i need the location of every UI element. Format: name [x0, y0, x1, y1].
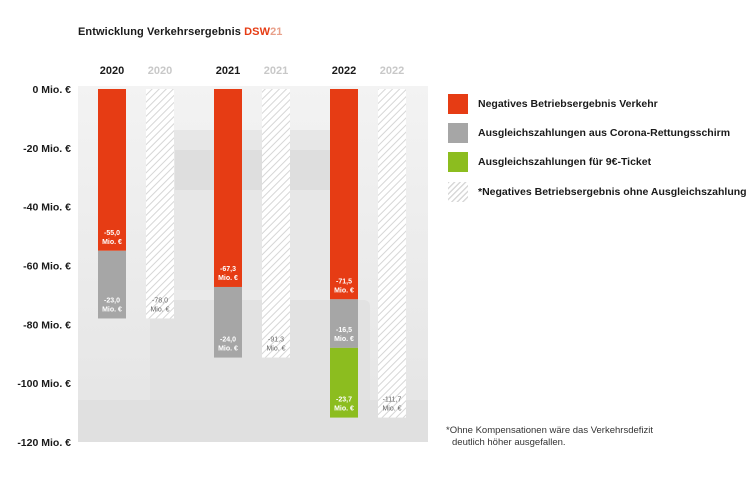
- legend-label-red: Negatives Betriebsergebnis Verkehr: [478, 98, 658, 110]
- data-label-unit: Mio. €: [334, 287, 354, 294]
- x-category-label: 2021: [216, 65, 240, 77]
- legend-item-hatch: *Negatives Betriebsergebnis ohne Ausglei…: [448, 182, 746, 202]
- data-label-value: -71,5: [336, 278, 352, 285]
- y-tick-label: -60 Mio. €: [23, 261, 71, 273]
- legend-item-red: Negatives Betriebsergebnis Verkehr: [448, 94, 658, 114]
- data-label-unit: Mio. €: [150, 306, 169, 313]
- legend-label-green: Ausgleichszahlungen für 9€-Ticket: [478, 156, 652, 168]
- bar-segment-grey: [214, 286, 242, 358]
- data-label-unit: Mio. €: [334, 336, 354, 343]
- bar-segment-grey: [330, 299, 358, 348]
- legend-item-green: Ausgleichszahlungen für 9€-Ticket: [448, 152, 651, 172]
- legend-swatch-red: [448, 94, 468, 114]
- legend-swatch-grey: [448, 123, 468, 143]
- x-category-label: 2022: [332, 65, 356, 77]
- data-label-value: -24,0: [220, 337, 236, 344]
- x-axis-labels: 2020 2020 2021 2021 2022 2022: [100, 65, 404, 77]
- y-tick-label: -20 Mio. €: [23, 143, 71, 155]
- footnote: *Ohne Kompensationen wäre das Verkehrsde…: [446, 425, 653, 449]
- data-label-unit: Mio. €: [266, 346, 285, 353]
- x-category-label: 2020: [100, 65, 124, 77]
- bars: -55,0 Mio. € -23,0 Mio. € -78,0 Mio. € -67,3 Mi…: [98, 89, 406, 418]
- y-tick-label: -40 Mio. €: [23, 202, 71, 214]
- data-label-value: -55,0: [104, 230, 120, 237]
- x-category-label: 2020: [148, 65, 172, 77]
- bar-segment-red: [98, 89, 126, 251]
- data-label-value: -67,3: [220, 266, 236, 273]
- data-label-value: -23,7: [336, 397, 352, 404]
- x-category-label: 2021: [264, 65, 288, 77]
- legend-label-grey: Ausgleichszahlungen aus Corona-Rettungss…: [478, 127, 731, 139]
- y-axis: 0 Mio. € -20 Mio. € -40 Mio. € -60 Mio. € -8…: [17, 84, 71, 449]
- data-label-unit: Mio. €: [382, 406, 401, 413]
- data-label-value: -78,0: [152, 297, 168, 304]
- chart-title-text: Entwicklung Verkehrsergebnis: [78, 26, 245, 38]
- bar-segment-red: [214, 89, 242, 287]
- data-label-value: -16,5: [336, 327, 352, 334]
- y-tick-label: -100 Mio. €: [17, 378, 71, 390]
- data-label-value: -111,7: [383, 397, 402, 404]
- legend-item-grey: Ausgleichszahlungen aus Corona-Rettungss…: [448, 123, 730, 143]
- data-label-unit: Mio. €: [218, 275, 238, 282]
- bar-segment-red: [330, 89, 358, 300]
- data-label-unit: Mio. €: [102, 306, 122, 313]
- y-tick-label: -120 Mio. €: [17, 437, 71, 449]
- legend-label-hatch: *Negatives Betriebsergebnis ohne Ausglei…: [478, 186, 746, 198]
- data-label-unit: Mio. €: [334, 406, 354, 413]
- data-label-unit: Mio. €: [218, 346, 238, 353]
- legend-swatch-green: [448, 152, 468, 172]
- y-tick-label: 0 Mio. €: [32, 84, 71, 96]
- brand-logo-dsw: DSW: [244, 26, 271, 38]
- data-label-value: -91,3: [268, 337, 284, 344]
- data-label-unit: Mio. €: [102, 239, 122, 246]
- bar-segment-green: [330, 347, 358, 418]
- bar-segment-hatch: [146, 89, 174, 319]
- x-category-label: 2022: [380, 65, 404, 77]
- legend-swatch-hatch: [448, 182, 468, 202]
- plot-background: [78, 86, 428, 442]
- bar-segment-hatch: [262, 89, 290, 358]
- brand-logo-21: 21: [270, 26, 283, 38]
- data-label-value: -23,0: [104, 297, 120, 304]
- footnote-line-1: *Ohne Kompensationen wäre das Verkehrsde…: [446, 425, 654, 436]
- bar-segment-grey: [98, 250, 126, 319]
- chart-title: Entwicklung Verkehrsergebnis DSW21: [78, 26, 283, 38]
- bar-segment-hatch: [378, 89, 406, 418]
- footnote-line-2: deutlich höher ausgefallen.: [452, 437, 566, 448]
- y-tick-label: -80 Mio. €: [23, 319, 71, 331]
